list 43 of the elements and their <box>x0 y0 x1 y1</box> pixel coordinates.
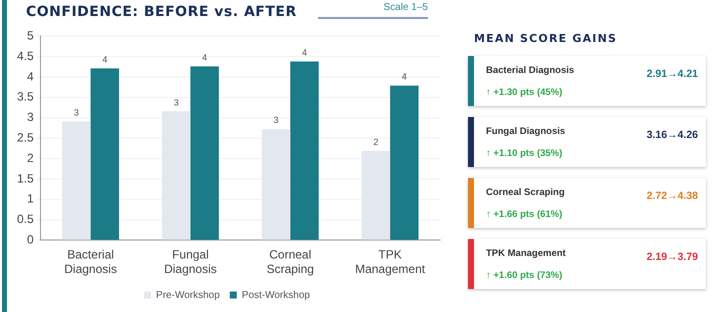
x-tick-label: Fungal Diagnosis <box>164 248 217 276</box>
text: MEAN SCORE GAINS <box>474 32 618 45</box>
text: 2.72→4.38 <box>646 189 698 204</box>
y-tick-label: 0.5 <box>16 212 34 226</box>
text: ↑ +1.60 pts (73%) <box>486 270 562 281</box>
category-label: Fungal Diagnosis <box>486 126 566 137</box>
data-label: 3 <box>274 115 279 126</box>
bar <box>290 61 319 240</box>
y-tick-label: 4 <box>26 69 34 84</box>
x-tick-label: Bacterial Diagnosis <box>64 248 117 276</box>
y-tick-label: 1.5 <box>16 171 34 186</box>
y-tick-label: 0 <box>26 232 34 247</box>
bar <box>190 66 219 240</box>
text: 3.16→4.26 <box>646 128 698 143</box>
x-tick-label: TPK Management <box>355 248 426 276</box>
y-tick-label: 2.5 <box>16 130 34 145</box>
text: ↑ +1.66 pts (61%) <box>486 209 562 220</box>
data-label: 4 <box>302 47 307 58</box>
legend-label: Pre-Workshop <box>156 290 220 301</box>
y-tick-label: 1 <box>26 192 34 206</box>
text: ↑ +1.10 pts (35%) <box>486 148 562 159</box>
y-tick-label: 4.5 <box>16 48 34 63</box>
y-tick-label: 5 <box>26 28 34 43</box>
chart-subtitle: Scale 1–5 <box>318 2 428 19</box>
chart-title: CONFIDENCE: BEFORE vs. AFTER <box>26 4 297 20</box>
y-tick-label: 2 <box>26 150 34 165</box>
y-tick-label: 3 <box>26 110 34 124</box>
bar <box>90 68 120 240</box>
data-label: 3 <box>174 97 179 108</box>
data-label: 4 <box>102 54 108 64</box>
data-label: 2 <box>373 136 378 147</box>
category-label: Bacterial Diagnosis <box>486 65 574 76</box>
y-tick-label: 3.5 <box>16 90 34 104</box>
text: 2.91→4.21 <box>646 67 698 82</box>
data-label: 4 <box>402 72 407 82</box>
text: ↑ +1.30 pts (45%) <box>486 87 562 98</box>
data-label: 4 <box>202 52 208 62</box>
bar <box>390 86 419 240</box>
x-tick-label: Corneal Scraping <box>266 248 314 276</box>
data-label: 3 <box>74 107 79 118</box>
legend-label: Post-Workshop <box>242 290 310 301</box>
category-label: Corneal Scraping <box>486 187 565 198</box>
text: 2.19→3.79 <box>646 250 698 265</box>
